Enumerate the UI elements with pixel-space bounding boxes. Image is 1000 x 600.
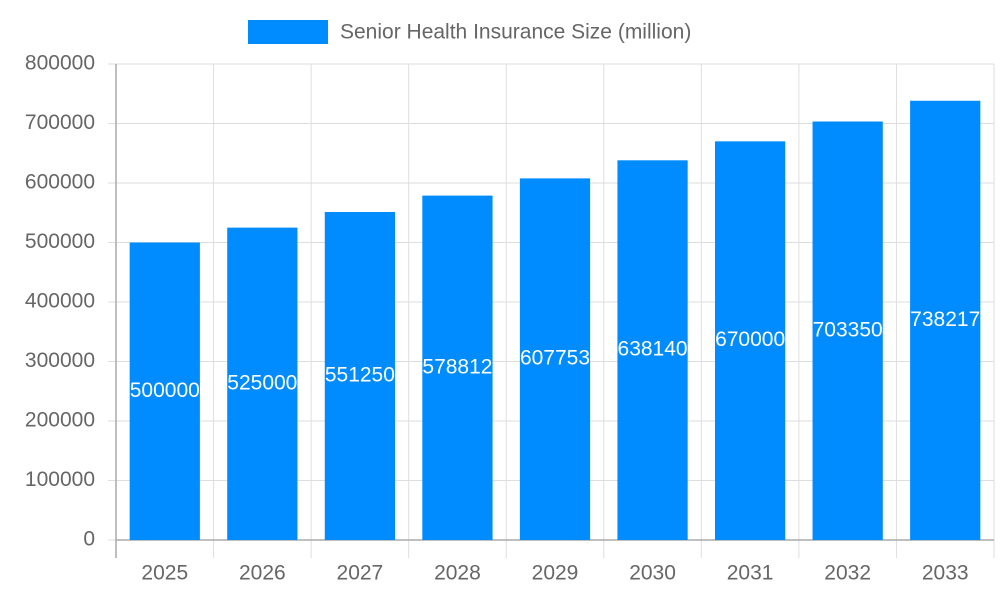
x-tick-label: 2026 [239, 562, 286, 585]
data-label: 607753 [520, 347, 590, 370]
data-label: 738217 [910, 308, 980, 331]
x-tick-label: 2027 [337, 562, 384, 585]
bar [812, 121, 883, 541]
y-tick-label: 500000 [25, 230, 95, 253]
bar [519, 178, 591, 540]
bar [422, 195, 493, 540]
data-label: 525000 [227, 371, 297, 394]
data-label: 578812 [422, 355, 492, 378]
bar [910, 100, 981, 540]
bar [324, 212, 396, 540]
y-tick-label: 800000 [25, 52, 95, 75]
bar [617, 160, 688, 540]
y-tick-label: 400000 [25, 290, 95, 313]
bar [227, 227, 298, 540]
x-tick-label: 2028 [434, 562, 481, 585]
y-tick-label: 100000 [25, 468, 95, 491]
legend-label: Senior Health Insurance Size (million) [340, 21, 691, 44]
x-tick-label: 2025 [141, 562, 188, 585]
x-tick-label: 2031 [727, 562, 774, 585]
y-tick-label: 600000 [25, 171, 95, 194]
data-label: 670000 [715, 328, 785, 351]
y-tick-label: 200000 [25, 409, 95, 432]
y-tick-label: 0 [83, 528, 95, 551]
y-tick-label: 300000 [25, 349, 95, 372]
x-tick-label: 2030 [629, 562, 676, 585]
x-tick-label: 2032 [824, 562, 871, 585]
data-label: 551250 [325, 364, 395, 387]
bar [714, 141, 786, 540]
y-tick-label: 700000 [25, 111, 95, 134]
data-label: 500000 [130, 379, 200, 402]
bar [129, 242, 200, 540]
data-label: 703350 [813, 318, 883, 341]
x-tick-label: 2033 [922, 562, 969, 585]
x-tick-label: 2029 [532, 562, 579, 585]
legend-swatch [248, 20, 328, 44]
data-label: 638140 [618, 338, 688, 361]
